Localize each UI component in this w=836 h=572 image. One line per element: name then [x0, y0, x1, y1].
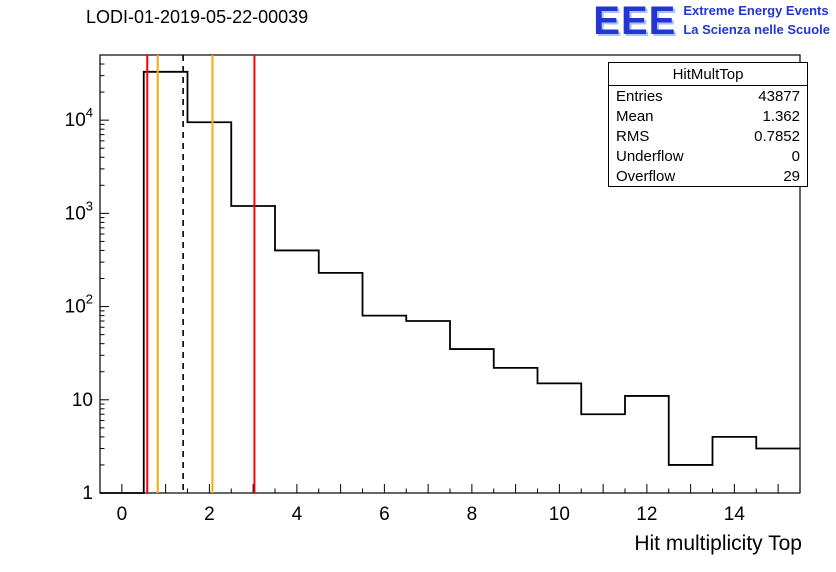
x-tick-label: 8: [467, 504, 478, 525]
y-tick-label: 10: [72, 390, 93, 411]
stats-label: Mean: [616, 108, 654, 125]
y-tick-label: 104: [65, 105, 93, 131]
y-tick-label: 1: [82, 483, 93, 504]
stats-title: HitMultTop: [609, 63, 807, 86]
x-tick-label: 12: [636, 504, 657, 525]
stats-label: Underflow: [616, 148, 684, 165]
logo-line-2: La Scienza nelle Scuole: [683, 22, 830, 37]
stats-label: Overflow: [616, 168, 676, 185]
stats-row-overflow: Overflow 29: [609, 166, 807, 186]
eee-logo-subtitle: Extreme Energy Events La Scienza nelle S…: [683, 2, 830, 40]
stats-row-mean: Mean 1.362: [609, 106, 807, 126]
stats-row-rms: RMS 0.7852: [609, 126, 807, 146]
y-tick-label: 102: [65, 292, 93, 318]
plot-title: LODI-01-2019-05-22-00039: [86, 7, 309, 27]
stats-label: Entries: [616, 88, 663, 105]
histogram-line: [100, 70, 800, 494]
stats-value: 43877: [758, 88, 800, 105]
eee-logo: EEE Extreme Energy Events La Scienza nel…: [593, 0, 830, 43]
eee-logo-text: EEE: [593, 0, 677, 43]
x-tick-label: 0: [117, 504, 128, 525]
x-tick-label: 6: [379, 504, 390, 525]
stats-row-underflow: Underflow 0: [609, 146, 807, 166]
stats-value: 0.7852: [754, 128, 800, 145]
logo-line-1: Extreme Energy Events: [683, 3, 829, 19]
stats-label: RMS: [616, 128, 650, 145]
stats-box: HitMultTop Entries 43877 Mean 1.362 RMS …: [608, 62, 808, 187]
x-tick-label: 4: [292, 504, 303, 525]
y-tick-label: 103: [65, 198, 93, 224]
stats-value: 1.362: [762, 108, 800, 125]
stats-value: 29: [783, 168, 800, 185]
stats-value: 0: [791, 148, 800, 165]
stats-row-entries: Entries 43877: [609, 86, 807, 106]
x-tick-label: 10: [549, 504, 570, 525]
x-tick-label: 2: [204, 504, 215, 525]
x-axis-title: Hit multiplicity Top: [634, 532, 802, 555]
x-tick-label: 14: [724, 504, 746, 525]
